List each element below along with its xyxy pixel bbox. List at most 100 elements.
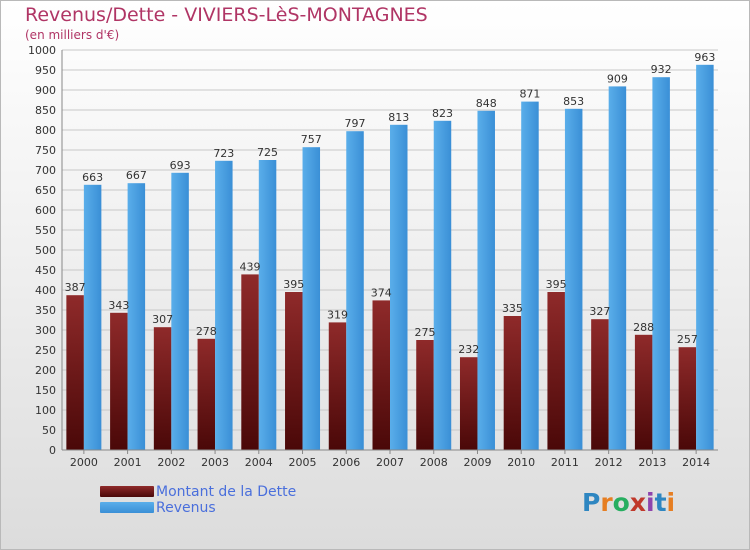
chart-subtitle: (en milliers d'€) bbox=[25, 28, 120, 42]
logo-letter: x bbox=[629, 488, 646, 517]
data-label-revenus: 757 bbox=[301, 133, 322, 146]
bar-dette bbox=[503, 316, 522, 450]
bar-revenus bbox=[346, 131, 364, 450]
data-label-dette: 335 bbox=[502, 302, 523, 315]
bar-dette bbox=[328, 322, 347, 450]
bar-dette bbox=[153, 327, 172, 450]
y-tick-label: 400 bbox=[35, 284, 56, 297]
data-label-revenus: 797 bbox=[345, 117, 366, 130]
x-tick-label: 2006 bbox=[332, 456, 360, 469]
y-tick-label: 550 bbox=[35, 224, 56, 237]
data-label-dette: 387 bbox=[65, 281, 86, 294]
y-tick-label: 750 bbox=[35, 144, 56, 157]
x-tick-label: 2002 bbox=[157, 456, 185, 469]
data-label-revenus: 663 bbox=[82, 171, 103, 184]
data-label-dette: 278 bbox=[196, 325, 217, 338]
y-tick-label: 1000 bbox=[28, 44, 56, 57]
x-tick-label: 2003 bbox=[201, 456, 229, 469]
bar-revenus bbox=[215, 160, 233, 451]
y-tick-label: 300 bbox=[35, 324, 56, 337]
x-tick-label: 2008 bbox=[420, 456, 448, 469]
data-label-revenus: 723 bbox=[213, 147, 234, 160]
x-tick-label: 2005 bbox=[289, 456, 317, 469]
legend-label-revenus: Revenus bbox=[156, 500, 216, 516]
y-tick-label: 250 bbox=[35, 344, 56, 357]
bar-revenus bbox=[477, 110, 495, 451]
x-tick-label: 2001 bbox=[114, 456, 142, 469]
bar-dette bbox=[547, 292, 565, 450]
data-label-revenus: 932 bbox=[651, 63, 672, 76]
bar-revenus bbox=[83, 184, 102, 451]
y-tick-label: 950 bbox=[35, 64, 56, 77]
y-tick-label: 350 bbox=[35, 304, 56, 317]
data-label-dette: 327 bbox=[589, 305, 610, 318]
bar-revenus bbox=[564, 108, 583, 451]
data-label-dette: 307 bbox=[152, 313, 173, 326]
data-label-revenus: 823 bbox=[432, 107, 453, 120]
y-tick-label: 850 bbox=[35, 104, 56, 117]
x-tick-label: 2014 bbox=[682, 456, 710, 469]
data-label-dette: 343 bbox=[108, 299, 129, 312]
legend-swatch-revenus bbox=[100, 502, 154, 513]
y-tick-label: 600 bbox=[35, 204, 56, 217]
data-label-dette: 257 bbox=[677, 333, 698, 346]
y-tick-label: 200 bbox=[35, 364, 56, 377]
y-tick-label: 700 bbox=[35, 164, 56, 177]
bar-revenus bbox=[652, 77, 670, 450]
logo-letter: o bbox=[612, 488, 630, 517]
bar-dette bbox=[678, 347, 697, 450]
data-label-dette: 395 bbox=[283, 278, 304, 291]
data-label-dette: 319 bbox=[327, 308, 348, 321]
bar-dette bbox=[285, 292, 303, 450]
data-label-revenus: 813 bbox=[388, 111, 409, 124]
chart-title: Revenus/Dette - VIVIERS-LèS-MONTAGNES bbox=[25, 4, 428, 26]
data-label-revenus: 667 bbox=[126, 169, 147, 182]
bar-dette bbox=[416, 340, 434, 450]
y-tick-label: 650 bbox=[35, 184, 56, 197]
bar-dette bbox=[197, 338, 216, 450]
logo-letter: t bbox=[654, 488, 667, 517]
proxiti-logo: Proxiti bbox=[582, 488, 675, 517]
bar-dette bbox=[66, 295, 84, 450]
logo-letter: P bbox=[582, 488, 601, 517]
y-tick-label: 100 bbox=[35, 404, 56, 417]
logo-letter: r bbox=[600, 488, 613, 517]
legend-swatch-dette bbox=[100, 486, 154, 497]
data-label-dette: 395 bbox=[546, 278, 567, 291]
bar-dette bbox=[241, 274, 259, 450]
data-label-revenus: 693 bbox=[170, 159, 191, 172]
data-label-revenus: 909 bbox=[607, 72, 628, 85]
x-tick-label: 2012 bbox=[595, 456, 623, 469]
x-tick-label: 2011 bbox=[551, 456, 579, 469]
data-label-dette: 374 bbox=[371, 286, 392, 299]
y-tick-label: 900 bbox=[35, 84, 56, 97]
logo-letter: i bbox=[646, 488, 655, 517]
bar-dette bbox=[591, 319, 609, 450]
bar-dette bbox=[372, 300, 390, 450]
data-label-dette: 275 bbox=[414, 326, 435, 339]
y-tick-label: 450 bbox=[35, 264, 56, 277]
bar-revenus bbox=[302, 147, 321, 450]
x-tick-label: 2013 bbox=[638, 456, 666, 469]
bar-dette bbox=[110, 312, 128, 450]
data-label-revenus: 853 bbox=[563, 95, 584, 108]
data-label-dette: 232 bbox=[458, 343, 479, 356]
data-label-dette: 288 bbox=[633, 321, 654, 334]
bar-revenus bbox=[433, 120, 452, 451]
bar-dette bbox=[634, 334, 653, 450]
x-tick-label: 2010 bbox=[507, 456, 535, 469]
y-tick-label: 50 bbox=[42, 424, 56, 437]
y-tick-label: 800 bbox=[35, 124, 56, 137]
bar-revenus bbox=[390, 124, 408, 451]
bar-revenus bbox=[171, 172, 189, 451]
bar-revenus bbox=[608, 86, 627, 451]
bar-revenus bbox=[696, 64, 714, 451]
data-label-revenus: 871 bbox=[519, 88, 540, 101]
x-tick-label: 2004 bbox=[245, 456, 273, 469]
y-tick-label: 0 bbox=[49, 444, 56, 457]
x-tick-label: 2000 bbox=[70, 456, 98, 469]
y-tick-label: 500 bbox=[35, 244, 56, 257]
logo-letter: i bbox=[666, 488, 676, 517]
bar-dette bbox=[459, 357, 478, 450]
